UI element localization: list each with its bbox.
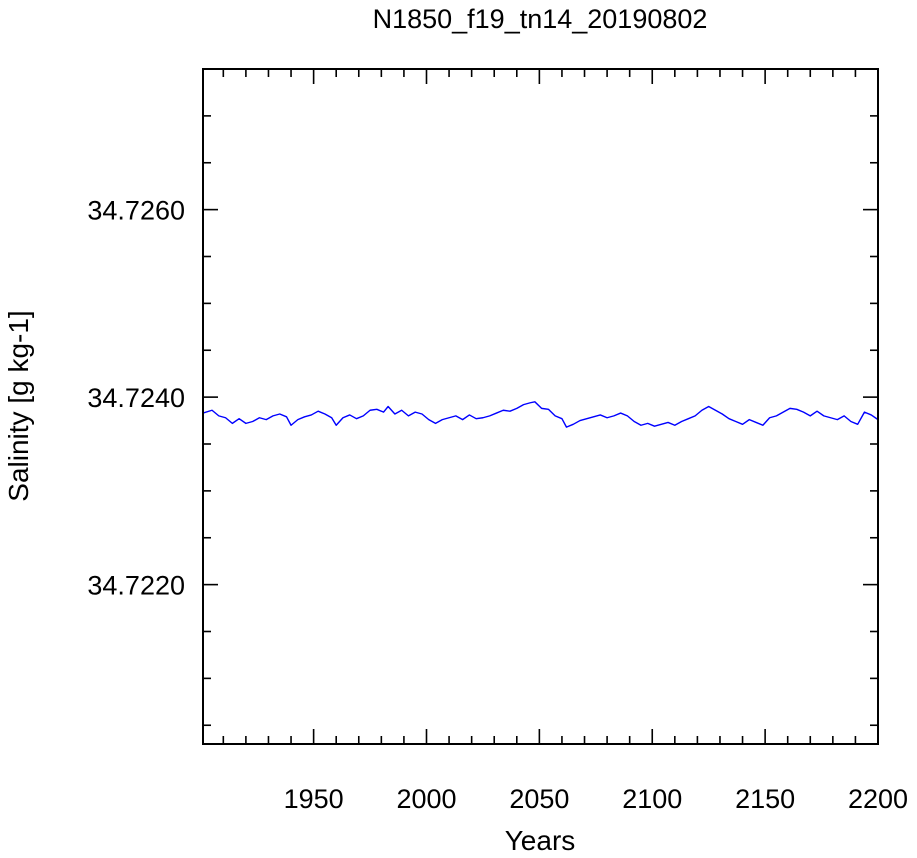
y-axis-title: Salinity [g kg-1] — [3, 310, 34, 501]
x-axis-title: Years — [505, 825, 576, 856]
y-tick-label: 34.7220 — [87, 571, 185, 601]
y-tick-label: 34.7260 — [87, 196, 185, 226]
ticks-layer — [203, 68, 879, 744]
series-line — [202, 401, 879, 428]
x-tick-label: 2000 — [396, 784, 456, 814]
x-tick-label: 1950 — [284, 784, 344, 814]
x-tick-label: 2200 — [848, 784, 908, 814]
tick-labels-layer: 1950 2000 2050 2100 2150 2200 34.7220 34.7240 34… — [87, 196, 908, 814]
chart-title: N1850_f19_tn14_20190802 — [373, 4, 708, 34]
series-layer — [202, 401, 879, 428]
y-tick-label: 34.7240 — [87, 383, 185, 413]
plot-frame — [202, 68, 879, 745]
x-tick-label: 2050 — [509, 784, 569, 814]
x-tick-label: 2150 — [735, 784, 795, 814]
x-tick-label: 2100 — [622, 784, 682, 814]
